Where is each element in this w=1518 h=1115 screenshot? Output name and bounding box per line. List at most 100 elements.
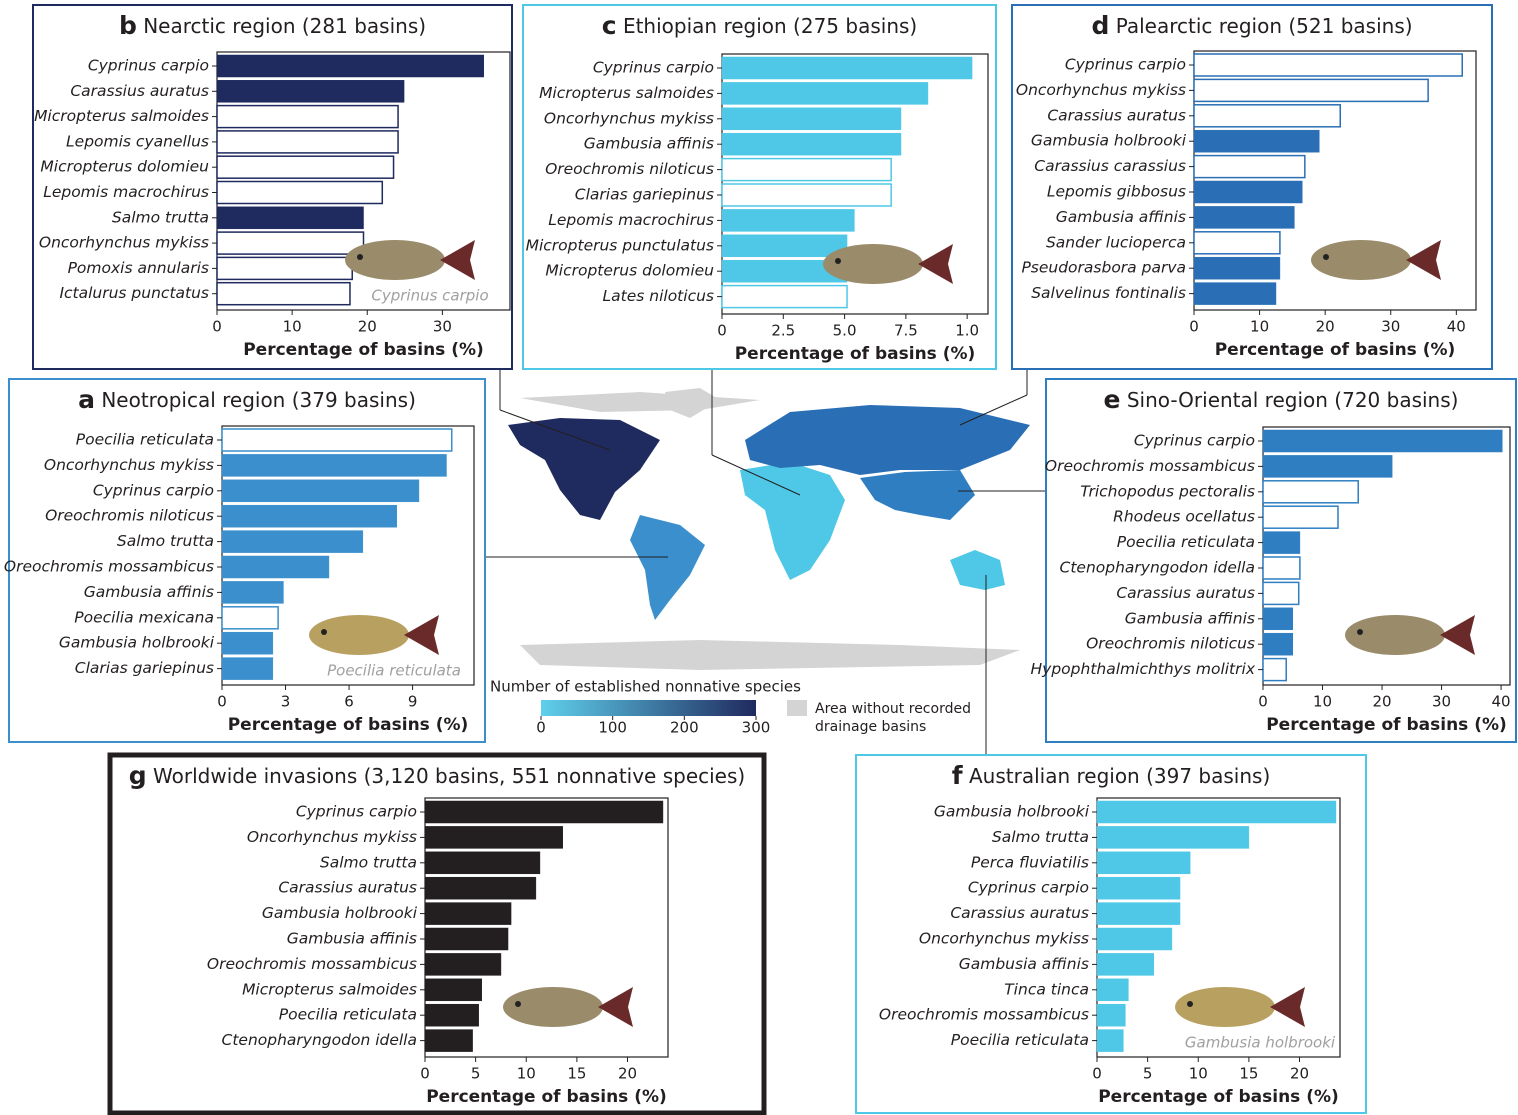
category-label: Oreochromis mossambicus (879, 1006, 1089, 1024)
category-label: Tinca tinca (1004, 980, 1089, 998)
category-label: Gambusia holbrooki (1031, 132, 1187, 150)
category-label: Salmo trutta (320, 853, 417, 871)
bar (1193, 78, 1429, 103)
fish-photo (404, 615, 439, 655)
bar (1096, 927, 1173, 951)
category-label: Oncorhynchus mykiss (919, 930, 1089, 948)
x-tick-label: 1.0 (955, 322, 979, 340)
category-label: Oncorhynchus mykiss (44, 456, 214, 474)
x-tick-label: 10 (1250, 318, 1269, 336)
bar (721, 107, 902, 131)
fish-photo (1345, 615, 1445, 655)
panel-title-text: Neotropical region (379 basins) (101, 388, 416, 412)
category-label: Perca fluviatilis (971, 853, 1089, 871)
no-data-swatch (787, 700, 807, 716)
category-label: Oreochromis niloticus (45, 507, 214, 525)
bar (221, 479, 420, 503)
bar (1193, 104, 1341, 128)
bar (721, 209, 855, 232)
category-label: Salvelinus fontinalis (1031, 284, 1186, 302)
x-tick-label: 30 (1432, 693, 1451, 711)
panel-title-text: Worldwide invasions (3,120 basins, 551 n… (153, 764, 745, 788)
x-tick-label: 15 (567, 1065, 586, 1083)
bar (221, 631, 274, 655)
panel: g Worldwide invasions (3,120 basins, 551… (107, 752, 767, 1115)
bar (1193, 206, 1295, 229)
bar (216, 155, 395, 179)
category-label: Lepomis gibbosus (1047, 183, 1186, 201)
category-label: Oncorhynchus mykiss (247, 828, 417, 846)
bar (221, 428, 453, 452)
category-label: Cyprinus carpio (1134, 432, 1255, 450)
category-label: Cyprinus carpio (593, 59, 714, 77)
colorbar-tick-label: 100 (598, 719, 627, 737)
bar (1262, 505, 1339, 529)
colorbar-tick-label: 300 (742, 719, 771, 737)
bar (424, 851, 541, 875)
bar (216, 256, 353, 281)
colorbar-tick-label: 0 (536, 719, 546, 737)
panel-title: d Palearctic region (521 basins) (1091, 11, 1412, 40)
category-label: Gambusia affinis (1056, 208, 1186, 226)
category-label: Gambusia holbrooki (59, 634, 215, 652)
category-label: Poecilia reticulata (951, 1031, 1089, 1049)
x-tick-label: 10 (517, 1065, 536, 1083)
x-tick-label: 40 (1492, 693, 1511, 711)
bar (1193, 129, 1320, 153)
category-label: Carassius auratus (1047, 106, 1186, 124)
bar (1193, 256, 1281, 280)
category-label: Carassius auratus (70, 82, 209, 100)
bar (1262, 455, 1393, 478)
panel: a Neotropical region (379 basins) Poecili… (4, 378, 486, 743)
panel-letter: a (78, 385, 95, 414)
fish-photo (1270, 987, 1305, 1027)
category-label: Pomoxis annularis (68, 259, 209, 277)
panel-title: c Ethiopian region (275 basins) (602, 11, 917, 40)
landmass (630, 515, 705, 620)
x-tick-label: 10 (283, 318, 302, 336)
bar (424, 902, 512, 925)
x-axis-title: Percentage of basins (%) (243, 340, 484, 360)
bar (221, 657, 274, 680)
bar (221, 555, 330, 579)
x-tick-label: 20 (358, 318, 377, 336)
x-tick-label: 0 (1189, 318, 1199, 336)
bar (216, 281, 351, 306)
category-label: Cyprinus carpio (296, 803, 417, 821)
category-label: Oreochromis mossambicus (207, 955, 417, 973)
bar (721, 284, 848, 309)
category-label: Micropterus dolomieu (40, 158, 209, 176)
category-label: Ictalurus punctatus (59, 284, 209, 302)
panel-letter: e (1104, 385, 1121, 414)
fish-photo (1406, 240, 1441, 280)
fish-photo (321, 629, 327, 635)
panel: c Ethiopian region (275 basins) Cyprinus … (522, 4, 997, 370)
panel-title: b Nearctic region (281 basins) (119, 11, 426, 40)
bar (1096, 1003, 1126, 1027)
bar (216, 80, 405, 103)
x-tick-label: 0 (1092, 1065, 1102, 1083)
panel-title-text: Palearctic region (521 basins) (1116, 14, 1413, 38)
image-caption: Cyprinus carpio (371, 287, 488, 305)
bar (424, 953, 502, 976)
bar (1193, 180, 1303, 204)
fish-photo (515, 1001, 521, 1007)
bar (1262, 581, 1300, 606)
category-label: Sander lucioperca (1046, 233, 1186, 251)
x-tick-label: 20 (1290, 1065, 1309, 1083)
category-label: Oreochromis mossambicus (4, 558, 214, 576)
panel: f Australian region (397 basins) Gambusia… (855, 754, 1367, 1114)
no-data-label-box: Area without recorded drainage basins (815, 701, 971, 735)
plot-frame (1096, 797, 1341, 1058)
panel-border (855, 754, 1367, 1114)
category-label: Cyprinus carpio (88, 57, 209, 75)
fish-photo (357, 254, 363, 260)
panel-title: a Neotropical region (379 basins) (78, 385, 416, 414)
bar (721, 132, 902, 156)
landmass (860, 470, 975, 520)
bar (221, 454, 447, 477)
category-label: Rhodeus ocellatus (1113, 508, 1255, 526)
bar (424, 876, 537, 900)
panel-letter: f (952, 761, 964, 790)
